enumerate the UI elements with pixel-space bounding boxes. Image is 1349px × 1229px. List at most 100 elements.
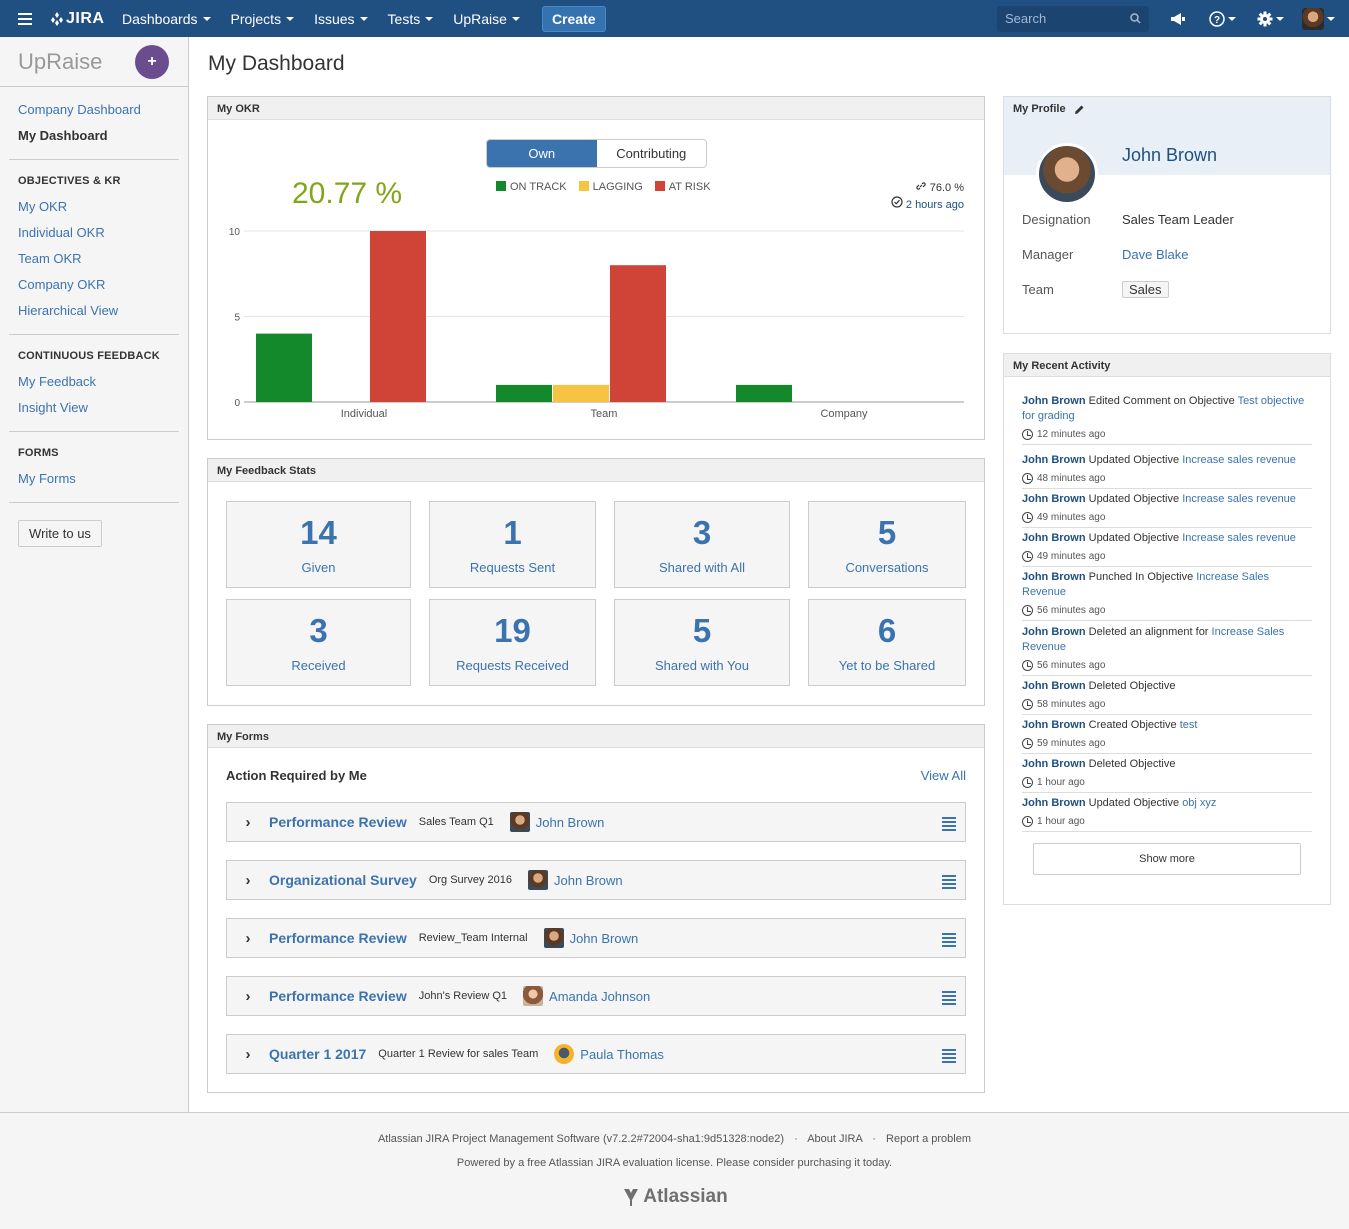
sidebar-item-my-feedback[interactable]: My Feedback: [18, 374, 97, 389]
pencil-icon[interactable]: [1074, 104, 1085, 115]
bar-lagging[interactable]: [553, 384, 609, 402]
nav-issues[interactable]: Issues: [304, 0, 377, 37]
panel-title: My Feedback Stats: [208, 459, 984, 482]
form-user-link[interactable]: John Brown: [535, 814, 605, 830]
activity-user-link[interactable]: John Brown: [1022, 797, 1086, 809]
add-button[interactable]: +: [135, 44, 169, 79]
chevron-right-icon[interactable]: ›: [245, 871, 251, 889]
activity-target-link[interactable]: Increase sales revenue: [1182, 493, 1296, 505]
sidebar-item-company-okr[interactable]: Company OKR: [18, 277, 106, 292]
bar-at-risk[interactable]: [610, 265, 666, 402]
stat-shared-with-you[interactable]: 5 Shared with You: [614, 599, 790, 686]
check-circle-icon: [891, 196, 903, 208]
atlassian-logo[interactable]: Atlassian: [0, 1186, 1349, 1208]
form-title[interactable]: Performance Review: [269, 930, 407, 946]
chevron-down-icon: [511, 16, 520, 21]
about-jira-link[interactable]: About JIRA: [807, 1133, 863, 1145]
sidebar-item-my-forms[interactable]: My Forms: [18, 471, 76, 486]
user-menu-button[interactable]: [1301, 6, 1335, 32]
activity-user-link[interactable]: John Brown: [1022, 532, 1086, 544]
chevron-right-icon[interactable]: ›: [245, 987, 251, 1005]
section-heading-forms: FORMS: [18, 447, 59, 459]
activity-target-link[interactable]: Test objective for grading: [1022, 395, 1305, 422]
stat-conversations[interactable]: 5 Conversations: [808, 501, 966, 588]
form-row[interactable]: › Performance Review Sales Team Q1 John …: [226, 802, 966, 842]
menu-icon[interactable]: [0, 0, 50, 37]
activity-user-link[interactable]: John Brown: [1022, 454, 1086, 466]
stat-requests-received[interactable]: 19 Requests Received: [429, 599, 596, 686]
bar-on-track[interactable]: [736, 384, 792, 402]
toggle-own[interactable]: Own: [487, 140, 597, 167]
jira-logo[interactable]: JIRA: [50, 10, 112, 28]
bar-on-track[interactable]: [256, 333, 312, 402]
sidebar-item-individual-okr[interactable]: Individual OKR: [18, 225, 105, 240]
form-row[interactable]: › Performance Review John's Review Q1 Am…: [226, 976, 966, 1016]
create-button[interactable]: Create: [541, 5, 606, 32]
form-title[interactable]: Performance Review: [269, 988, 407, 1004]
list-icon[interactable]: [942, 1049, 956, 1063]
activity-user-link[interactable]: John Brown: [1022, 719, 1086, 731]
toggle-contributing[interactable]: Contributing: [616, 146, 687, 161]
sidebar-item-insight-view[interactable]: Insight View: [18, 400, 88, 415]
activity-user-link[interactable]: John Brown: [1022, 395, 1086, 407]
legend-item[interactable]: LAGGING: [578, 181, 643, 193]
activity-user-link[interactable]: John Brown: [1022, 493, 1086, 505]
legend-item[interactable]: ON TRACK: [496, 181, 567, 193]
bar-on-track[interactable]: [496, 384, 552, 402]
form-row[interactable]: › Organizational Survey Org Survey 2016 …: [226, 860, 966, 900]
list-icon[interactable]: [942, 991, 956, 1005]
form-title[interactable]: Quarter 1 2017: [269, 1046, 367, 1062]
activity-target-link[interactable]: Increase Sales Revenue: [1022, 626, 1285, 653]
form-user-link[interactable]: John Brown: [553, 872, 623, 888]
nav-projects[interactable]: Projects: [221, 0, 305, 37]
view-all-link[interactable]: View All: [920, 768, 966, 783]
list-icon[interactable]: [942, 933, 956, 947]
stat-requests-sent[interactable]: 1 Requests Sent: [429, 501, 596, 588]
activity-target-link[interactable]: Increase sales revenue: [1182, 454, 1296, 466]
stat-shared-with-all[interactable]: 3 Shared with All: [614, 501, 790, 588]
form-user-link[interactable]: Amanda Johnson: [549, 988, 651, 1004]
activity-target-link[interactable]: Increase sales revenue: [1182, 532, 1296, 544]
sidebar-item-my-okr[interactable]: My OKR: [18, 199, 68, 214]
atlassian-logo-icon: [624, 1189, 639, 1206]
report-problem-link[interactable]: Report a problem: [886, 1133, 972, 1145]
announcement-button[interactable]: [1165, 6, 1191, 32]
form-title[interactable]: Organizational Survey: [269, 872, 417, 888]
search-input[interactable]: Search: [997, 5, 1149, 32]
bar-at-risk[interactable]: [370, 231, 426, 402]
show-more-button[interactable]: Show more: [1033, 843, 1301, 875]
nav-upraise[interactable]: UpRaise: [443, 0, 530, 37]
sidebar-item-hierarchical-view[interactable]: Hierarchical View: [18, 303, 119, 318]
nav-tests[interactable]: Tests: [378, 0, 444, 37]
stat-given[interactable]: 14 Given: [226, 501, 411, 588]
activity-user-link[interactable]: John Brown: [1022, 758, 1086, 770]
activity-user-link[interactable]: John Brown: [1022, 626, 1086, 638]
form-row[interactable]: › Performance Review Review_Team Interna…: [226, 918, 966, 958]
activity-user-link[interactable]: John Brown: [1022, 680, 1086, 692]
manager-link[interactable]: Dave Blake: [1122, 247, 1189, 262]
stat-received[interactable]: 3 Received: [226, 599, 411, 686]
write-to-us-button[interactable]: Write to us: [18, 520, 102, 547]
activity-target-link[interactable]: obj xyz: [1182, 797, 1217, 809]
form-user-link[interactable]: John Brown: [569, 930, 639, 946]
list-icon[interactable]: [942, 875, 956, 889]
chevron-right-icon[interactable]: ›: [245, 813, 251, 831]
help-button[interactable]: ?: [1205, 6, 1239, 32]
legend-item[interactable]: AT RISK: [654, 181, 711, 193]
activity-target-link[interactable]: Increase Sales Revenue: [1022, 571, 1270, 598]
sidebar-item-team-okr[interactable]: Team OKR: [18, 251, 82, 266]
form-title[interactable]: Performance Review: [269, 814, 407, 830]
stat-label: Shared with You: [655, 658, 749, 673]
stat-yet-to-be-shared[interactable]: 6 Yet to be Shared: [808, 599, 966, 686]
chevron-right-icon[interactable]: ›: [245, 929, 251, 947]
activity-user-link[interactable]: John Brown: [1022, 571, 1086, 583]
list-icon[interactable]: [942, 817, 956, 831]
sidebar-item-company-dashboard[interactable]: Company Dashboard: [18, 102, 141, 117]
activity-target-link[interactable]: test: [1179, 719, 1198, 731]
nav-dashboards[interactable]: Dashboards: [112, 0, 221, 37]
chevron-right-icon[interactable]: ›: [245, 1045, 251, 1063]
sidebar-item-my-dashboard[interactable]: My Dashboard: [18, 128, 108, 143]
form-user-link[interactable]: Paula Thomas: [580, 1046, 664, 1062]
settings-button[interactable]: [1253, 6, 1287, 32]
form-row[interactable]: › Quarter 1 2017 Quarter 1 Review for sa…: [226, 1034, 966, 1074]
